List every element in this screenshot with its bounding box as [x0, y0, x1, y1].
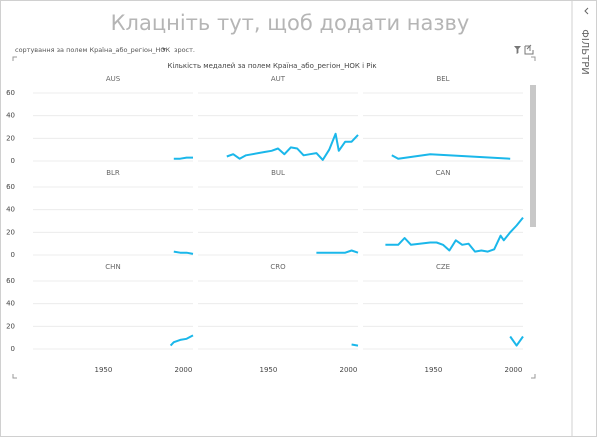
scrollbar[interactable]	[530, 85, 536, 227]
y-tick-label: 40	[6, 206, 15, 214]
panel-title: CZE	[436, 263, 450, 271]
y-tick-label: 40	[6, 300, 15, 308]
small-multiples: 0 20 40 60 AUS AUT BEL 0 20 40 60 BLR BUL CAN 0 20 40 60 C…	[6, 75, 524, 374]
y-tick-label: 20	[6, 322, 15, 330]
x-tick-label: 1950	[259, 366, 277, 374]
chart-title: Кількість медалей за полем Країна_або_ре…	[167, 62, 376, 70]
series-line	[226, 132, 359, 161]
panel-title: AUS	[106, 75, 121, 83]
panel-title: BLR	[106, 169, 120, 177]
popout-icon[interactable]	[524, 44, 534, 55]
filter-icon[interactable]	[514, 46, 521, 54]
sort-order[interactable]: зрост.	[174, 46, 195, 54]
sort-label[interactable]: сортування за полем Країна_або_регіон_НО…	[15, 46, 171, 54]
panel-title: CAN	[436, 169, 451, 177]
x-tick-label: 2000	[174, 366, 192, 374]
sort-dropdown[interactable]	[162, 48, 166, 51]
x-tick-label: 1950	[424, 366, 442, 374]
filters-toggle[interactable]	[584, 7, 589, 15]
y-tick-label: 0	[11, 345, 15, 353]
series-line	[173, 250, 194, 255]
x-tick-label: 2000	[339, 366, 357, 374]
y-tick-label: 0	[11, 251, 15, 259]
y-tick-label: 60	[6, 89, 15, 97]
frame-corners	[12, 56, 536, 379]
series-line	[351, 343, 359, 347]
page-title[interactable]: Клацніть тут, щоб додати назву	[111, 11, 470, 35]
y-tick-label: 40	[6, 112, 15, 120]
panel-title: BUL	[271, 169, 285, 177]
y-tick-label: 20	[6, 228, 15, 236]
series-line	[169, 334, 194, 347]
y-tick-label: 60	[6, 277, 15, 285]
series-line	[316, 249, 359, 254]
panel-title: CRO	[270, 263, 286, 271]
panel-title: AUT	[271, 75, 286, 83]
series-line	[385, 216, 524, 253]
panel-title: CHN	[105, 263, 120, 271]
series-line	[173, 156, 193, 160]
y-tick-label: 0	[11, 157, 15, 165]
filters-title[interactable]: ФІЛЬТРИ	[579, 29, 590, 75]
series-line	[509, 335, 524, 347]
panel-title: BEL	[436, 75, 449, 83]
series-line	[391, 153, 511, 160]
y-tick-label: 60	[6, 183, 15, 191]
y-tick-label: 20	[6, 134, 15, 142]
x-tick-label: 2000	[504, 366, 522, 374]
x-tick-label: 1950	[94, 366, 112, 374]
